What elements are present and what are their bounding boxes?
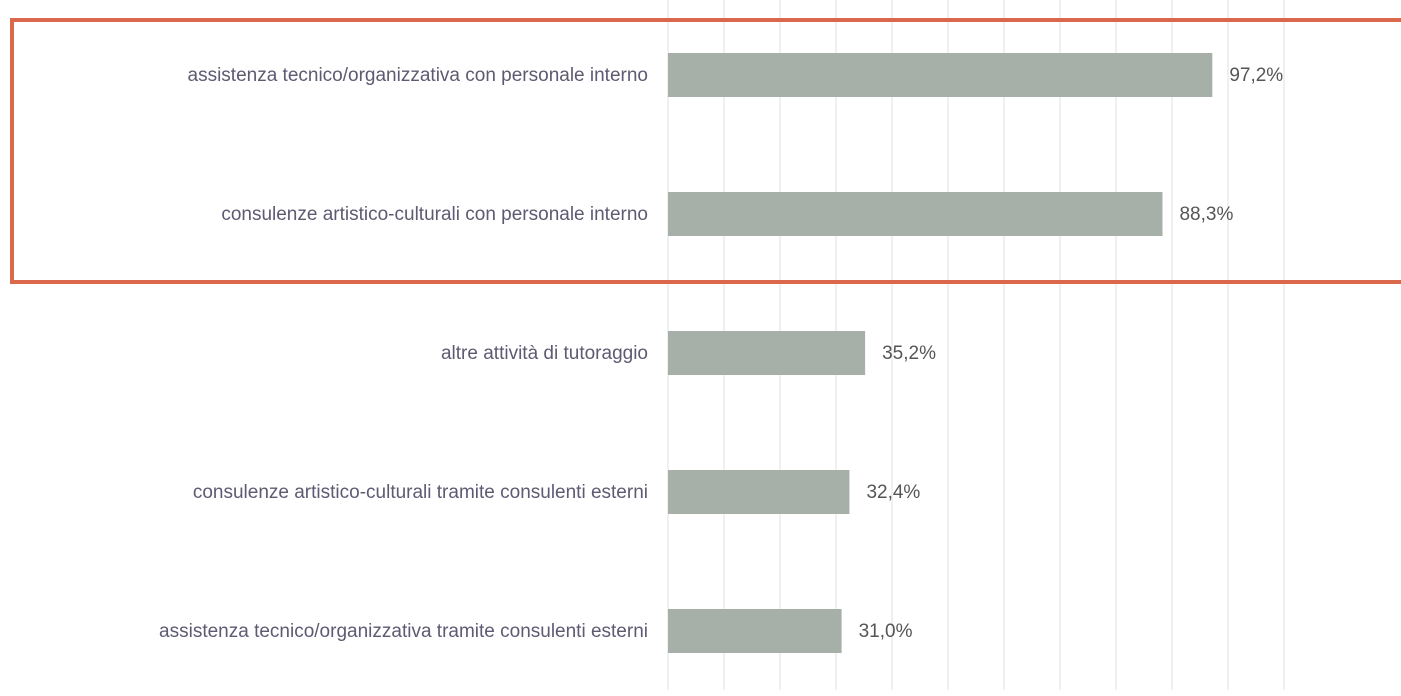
bar [668, 192, 1163, 236]
bar [668, 609, 842, 653]
category-label: consulenze artistico-culturali tramite c… [193, 482, 648, 503]
value-label: 88,3% [1179, 204, 1233, 225]
category-label: assistenza tecnico/organizzativa tramite… [159, 621, 648, 642]
highlight-box [10, 18, 1401, 284]
value-label: 32,4% [866, 482, 920, 503]
value-label: 31,0% [859, 621, 913, 642]
bar [668, 331, 866, 375]
bar [668, 53, 1213, 97]
value-label: 97,2% [1229, 65, 1283, 86]
category-label: consulenze artistico-culturali con perso… [221, 204, 648, 225]
grid [667, 0, 1285, 690]
value-label: 35,2% [882, 343, 936, 364]
bars: assistenza tecnico/organizzativa con per… [159, 53, 1283, 653]
bar [668, 470, 850, 514]
category-label: assistenza tecnico/organizzativa con per… [188, 65, 649, 86]
category-label: altre attività di tutoraggio [441, 343, 648, 364]
